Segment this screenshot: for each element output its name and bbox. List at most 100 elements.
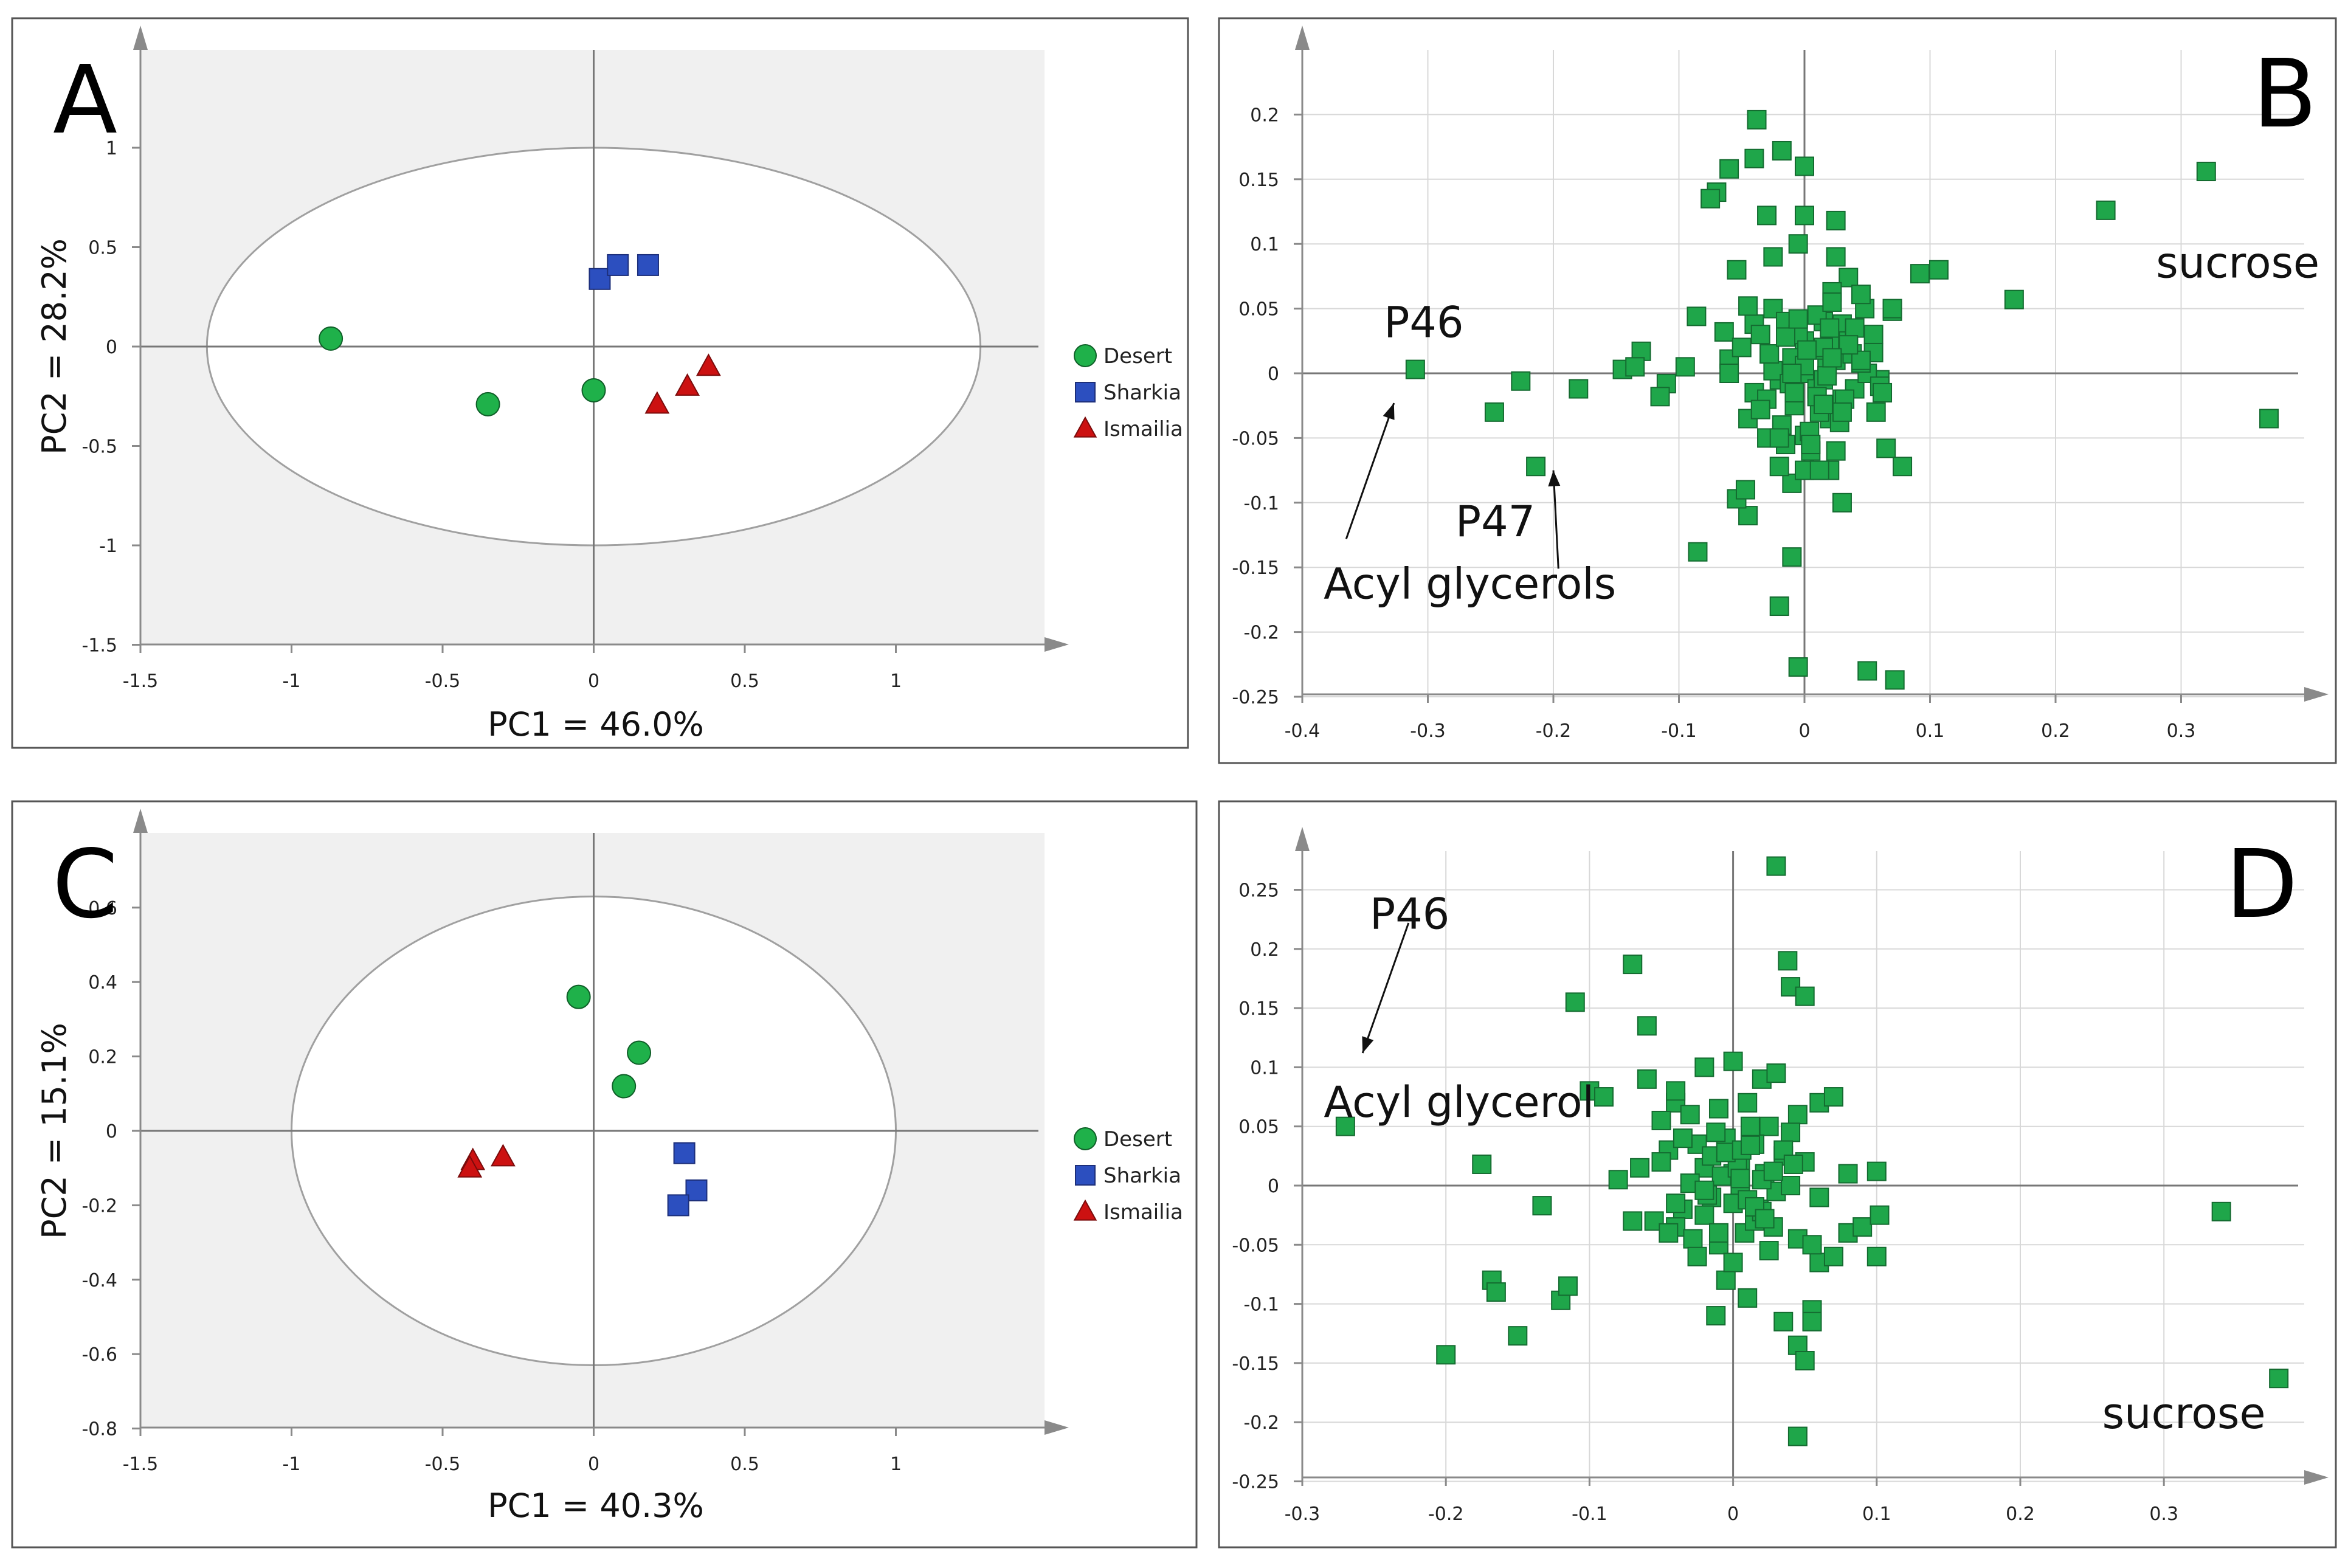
y-tick-label: -0.05: [1232, 1235, 1279, 1256]
data-point-loadings: [1744, 148, 1764, 168]
data-point-loadings: [1876, 438, 1896, 458]
data-point-loadings: [1820, 318, 1840, 338]
data-point-loadings: [1795, 1351, 1815, 1371]
data-point-loadings: [1788, 309, 1808, 329]
annotation-label: sucrose: [2102, 1389, 2266, 1438]
data-point-ismailia: [644, 391, 670, 414]
x-tick-label: -0.5: [425, 1454, 461, 1475]
data-point-loadings: [1694, 1057, 1714, 1077]
x-tick-label: 0.1: [1916, 720, 1945, 742]
data-point-loadings: [1797, 340, 1817, 360]
data-point-loadings: [1772, 140, 1792, 161]
data-point-loadings: [1866, 402, 1886, 422]
y-tick-label: 0.2: [1250, 939, 1279, 961]
data-point-loadings: [2259, 409, 2279, 429]
data-point-loadings: [1532, 1196, 1552, 1216]
y-tick-label: 1: [106, 138, 117, 159]
panel-a-scores-plot: -1.5 -1 -0.5 0 0.5 1 1 0.5 0 -0.5 -1 -1.5 PC1 = 46.0…: [11, 17, 1189, 749]
y-tick-label: 0.15: [1238, 998, 1279, 1020]
y-tick-label: 0: [1268, 364, 1279, 385]
data-point-sharkia: [667, 1194, 689, 1217]
annotation-label: sucrose: [2156, 238, 2319, 288]
panel-label: A: [53, 45, 117, 155]
legend-label-ismailia: Ismailia: [1103, 1200, 1183, 1224]
data-point-ismailia: [491, 1144, 516, 1167]
data-point-loadings: [1823, 1087, 1843, 1107]
y-tick-label: -0.4: [81, 1270, 117, 1291]
data-point-loadings: [1826, 247, 1846, 267]
y-tick-label: -0.2: [1243, 623, 1279, 644]
data-point-loadings: [1910, 264, 1930, 284]
data-point-loadings: [1788, 234, 1808, 254]
data-point-loadings: [1687, 1246, 1707, 1266]
data-point-loadings: [1802, 1235, 1822, 1255]
y-tick-label: 0.6: [88, 898, 117, 919]
x-tick-label: -0.4: [1285, 720, 1321, 742]
annotation-label: Acyl glycerol: [1324, 1077, 1594, 1127]
data-point-loadings: [1928, 260, 1949, 280]
y-tick-label: 0.4: [88, 972, 117, 993]
data-point-loadings: [1766, 856, 1786, 876]
data-point-loadings: [1766, 1063, 1786, 1083]
y-tick-label: -0.6: [81, 1344, 117, 1366]
legend-label-sharkia: Sharkia: [1103, 381, 1181, 405]
y-tick-label: 0.5: [88, 238, 117, 259]
data-point-loadings: [1839, 268, 1859, 288]
data-point-loadings: [1782, 547, 1802, 567]
data-point-loadings: [1845, 318, 1865, 338]
data-point-loadings: [1755, 1209, 1775, 1229]
data-point-loadings: [1508, 1326, 1528, 1346]
data-point-loadings: [1738, 1093, 1758, 1113]
data-point-loadings: [1787, 1426, 1808, 1446]
data-point-loadings: [1608, 1170, 1628, 1190]
y-tick-label: 0: [106, 1121, 117, 1142]
data-point-loadings: [1873, 382, 1893, 402]
data-point-loadings: [1651, 1152, 1671, 1172]
data-point-loadings: [1795, 205, 1814, 226]
data-point-loadings: [1795, 986, 1815, 1006]
x-tick-label: 0.2: [2006, 1504, 2035, 1525]
panel-label: C: [52, 829, 118, 939]
data-point-loadings: [1637, 1069, 1657, 1089]
annotation-label: P46: [1370, 889, 1449, 939]
data-point-desert: [581, 378, 606, 402]
data-point-loadings: [1763, 247, 1783, 267]
y-tick-label: 0.05: [1238, 299, 1279, 320]
y-tick-label: -0.25: [1232, 687, 1279, 708]
data-point-sharkia: [607, 254, 629, 276]
y-tick-label: 0.2: [88, 1047, 117, 1068]
legend-marker-sharkia: [1075, 382, 1096, 402]
legend-marker-ismailia: [1073, 416, 1097, 438]
data-point-loadings: [1823, 1246, 1843, 1266]
data-point-loadings: [1666, 1193, 1686, 1214]
x-tick-label: 1: [890, 1454, 902, 1475]
data-point-loadings: [1763, 1161, 1783, 1181]
y-tick-label: 0.25: [1238, 880, 1279, 902]
data-point-sharkia: [685, 1179, 708, 1201]
panel-d-loadings-plot: -0.3 -0.2 -0.1 0 0.1 0.2 0.3 0.25 0.2 0.15 0.1 0.05…: [1218, 800, 2337, 1549]
data-point-sharkia: [589, 268, 611, 290]
annotation-label: P46: [1384, 297, 1463, 347]
data-point-loadings: [1784, 382, 1804, 402]
data-point-loadings: [1882, 299, 1902, 319]
x-tick-label: -0.3: [1285, 1504, 1321, 1525]
data-point-loadings: [1853, 1217, 1873, 1237]
annotation-arrow-line: [1552, 470, 1559, 569]
data-point-loadings: [1738, 506, 1758, 526]
legend-marker-desert: [1074, 1127, 1097, 1150]
data-point-loadings: [1857, 661, 1877, 681]
x-tick-label: 0: [588, 671, 599, 692]
data-point-loadings: [1683, 1229, 1703, 1249]
data-point-desert: [475, 392, 500, 416]
data-point-loadings: [1740, 1135, 1760, 1155]
data-point-loadings: [2211, 1201, 2231, 1221]
data-point-loadings: [2269, 1369, 2289, 1389]
data-point-loadings: [1832, 492, 1852, 513]
panel-c-scores-plot: -1.5 -1 -0.5 0 0.5 1 0.6 0.4 0.2 0 -0.2 -0.4 -0.6 -0.…: [11, 800, 1198, 1549]
y-axis-arrow: [133, 809, 148, 833]
data-point-loadings: [1511, 371, 1531, 391]
data-point-loadings: [1735, 480, 1755, 500]
data-point-desert: [319, 326, 344, 351]
data-point-loadings: [1688, 542, 1708, 562]
